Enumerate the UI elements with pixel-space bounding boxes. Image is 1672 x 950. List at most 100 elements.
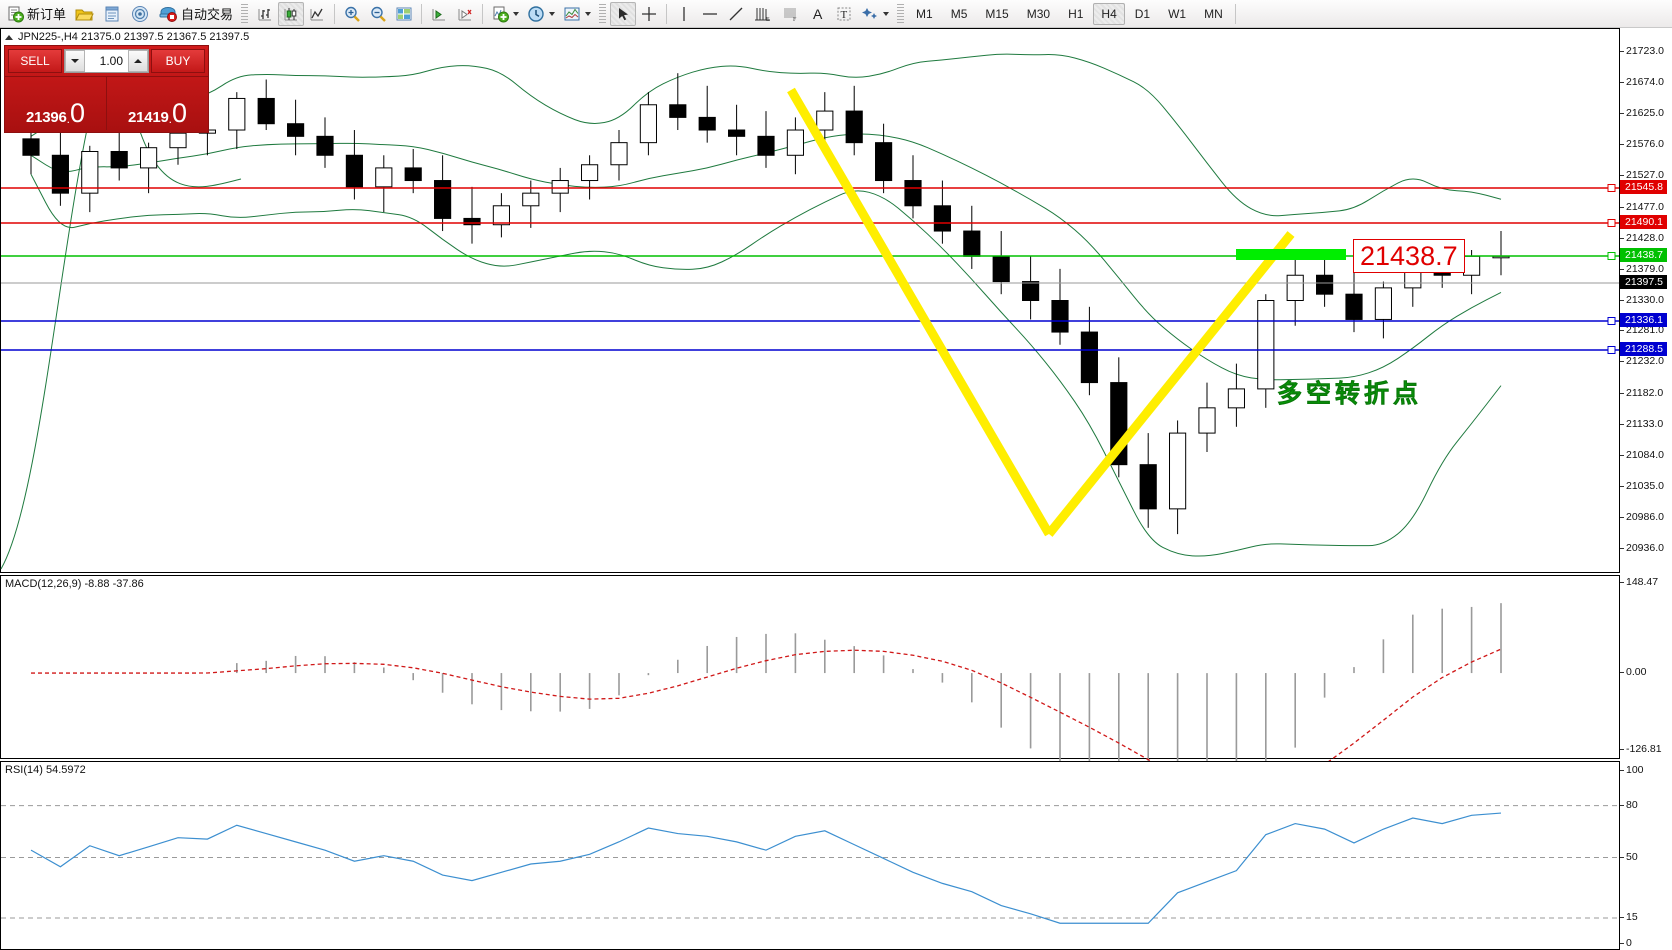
trendline-icon <box>729 7 743 20</box>
candle <box>639 104 657 144</box>
volume-decrease-button[interactable] <box>65 50 85 72</box>
toolbar-separator-2 <box>421 3 423 24</box>
tile-windows-button[interactable] <box>391 2 417 26</box>
trend-line <box>787 87 1053 537</box>
rsi-panel[interactable]: RSI(14) 54.5972 <box>0 761 1620 950</box>
hline-tool-button[interactable] <box>697 2 723 26</box>
candle <box>669 104 687 118</box>
candle <box>1080 331 1098 384</box>
one-click-trading-panel[interactable]: SELL 1.00 BUY 21396 . 0 21419 <box>4 45 209 133</box>
bar-chart-button[interactable] <box>252 2 278 26</box>
candle <box>1257 300 1275 390</box>
price-axis[interactable]: 21723.0 21674.0 21625.0 21576.0 21527.0 21477… <box>1620 28 1672 573</box>
price-level-label-blue[interactable]: 21288.5 <box>1620 342 1667 356</box>
price-tick: 21428.0 <box>1620 232 1664 244</box>
zoom-out-button[interactable] <box>365 2 391 26</box>
templates-button[interactable] <box>559 2 595 26</box>
channel-tool-button[interactable]: F <box>777 2 805 26</box>
caret-down-icon <box>71 59 79 63</box>
zoom-in-button[interactable] <box>339 2 365 26</box>
textlabel-tool-button[interactable]: T <box>831 2 857 26</box>
sell-button[interactable]: SELL <box>8 49 62 73</box>
candle <box>875 142 893 182</box>
autotrading-icon <box>159 6 178 22</box>
crosshair-tool-button[interactable] <box>636 2 662 26</box>
rsi-title: RSI(14) 54.5972 <box>5 764 86 776</box>
cursor-tool-button[interactable] <box>610 1 637 26</box>
macd-axis[interactable]: 148.47 0.00 -126.81 <box>1620 575 1672 759</box>
timeframe-m1[interactable]: M1 <box>916 6 933 21</box>
timeframe-h1[interactable]: H1 <box>1068 6 1084 21</box>
vline-tool-button[interactable] <box>671 2 697 26</box>
collapse-triangle-icon[interactable] <box>5 34 13 40</box>
bar-chart-icon <box>258 8 272 20</box>
chevron-down-icon-2[interactable] <box>549 11 556 16</box>
shift-start-button[interactable] <box>426 2 452 26</box>
add-indicator-button[interactable] <box>487 2 523 26</box>
autotrading-button[interactable]: 自动交易 <box>154 2 237 26</box>
price-level-label-green[interactable]: 21438.7 <box>1620 248 1667 262</box>
shapes-tool-button[interactable] <box>857 2 893 26</box>
trend-line <box>1045 231 1295 537</box>
new-order-button[interactable]: 新订单 <box>2 2 70 26</box>
price-level-label-black[interactable]: 21397.5 <box>1620 275 1667 289</box>
timeframe-m30[interactable]: M30 <box>1026 6 1051 21</box>
toolbar-grip-3[interactable] <box>897 3 905 24</box>
timeframe-w1[interactable]: W1 <box>1168 6 1187 21</box>
price-level-label-red[interactable]: 21545.8 <box>1620 180 1667 194</box>
toolbar-grip-2[interactable] <box>599 3 607 24</box>
volume-stepper[interactable]: 1.00 <box>64 49 149 73</box>
timeframe-d1[interactable]: D1 <box>1134 6 1151 21</box>
price-level-label-blue[interactable]: 21336.1 <box>1620 313 1667 327</box>
price-tick: 21625.0 <box>1620 107 1664 119</box>
fibo-tool-button[interactable]: E <box>749 2 777 26</box>
line-chart-button[interactable] <box>304 2 330 26</box>
shift-end-button[interactable] <box>452 2 478 26</box>
rsi-axis[interactable]: 100 80 50 15 0 <box>1620 761 1672 950</box>
volume-input[interactable]: 1.00 <box>99 54 123 68</box>
candlestick-chart-button[interactable] <box>278 1 305 26</box>
candle <box>110 150 128 169</box>
toolbar-separator <box>334 3 336 24</box>
bollinger-upper <box>30 53 1502 217</box>
period-button[interactable] <box>523 2 559 26</box>
folder-button[interactable] <box>70 2 98 26</box>
chevron-down-icon[interactable] <box>513 11 520 16</box>
timeframe-mn[interactable]: MN <box>1204 6 1223 21</box>
candle <box>1198 407 1216 434</box>
textlabel-icon: T <box>837 7 851 21</box>
rsi-tick: 80 <box>1620 799 1638 811</box>
macd-tick: 148.47 <box>1620 576 1658 588</box>
timeframe-m5[interactable]: M5 <box>950 6 968 21</box>
price-chart-panel[interactable]: JPN225-,H4 21375.0 21397.5 21367.5 21397… <box>0 28 1620 573</box>
shift-start-icon <box>432 8 446 20</box>
candle <box>1227 388 1245 409</box>
trade-panel-controls: SELL 1.00 BUY <box>5 46 208 76</box>
toolbar-separator-3 <box>482 3 484 24</box>
data-window-button[interactable] <box>98 2 126 26</box>
chart-area[interactable]: JPN225-,H4 21375.0 21397.5 21367.5 21397… <box>0 28 1672 950</box>
chevron-down-icon-3[interactable] <box>585 11 592 16</box>
signal-button[interactable] <box>126 2 154 26</box>
rsi-line <box>30 812 1502 924</box>
chevron-down-icon-4[interactable] <box>883 11 890 16</box>
price-tick: 21232.0 <box>1620 355 1664 367</box>
candle <box>169 132 187 149</box>
text-tool-button[interactable]: A <box>805 2 831 26</box>
timeframe-h4[interactable]: H4 <box>1093 2 1125 25</box>
toolbar-grip[interactable] <box>241 3 249 24</box>
macd-panel[interactable]: MACD(12,26,9) -8.88 -37.86 <box>0 575 1620 827</box>
price-level-label-red[interactable]: 21490.1 <box>1620 215 1667 229</box>
timeframe-group: M1 M5 M15 M30 H1 H4 D1 W1 MN <box>908 2 1231 25</box>
buy-button[interactable]: BUY <box>151 49 205 73</box>
timeframe-m15[interactable]: M15 <box>985 6 1009 21</box>
buy-price-display[interactable]: 21419 . 0 <box>107 76 208 130</box>
volume-increase-button[interactable] <box>128 50 148 72</box>
trendline-tool-button[interactable] <box>723 2 749 26</box>
buy-price-decimal: 0 <box>172 98 188 128</box>
candlestick-icon <box>284 7 298 20</box>
price-tick: 21084.0 <box>1620 449 1664 461</box>
candle <box>22 138 40 156</box>
svg-text:A: A <box>813 6 823 22</box>
sell-price-display[interactable]: 21396 . 0 <box>5 76 107 130</box>
